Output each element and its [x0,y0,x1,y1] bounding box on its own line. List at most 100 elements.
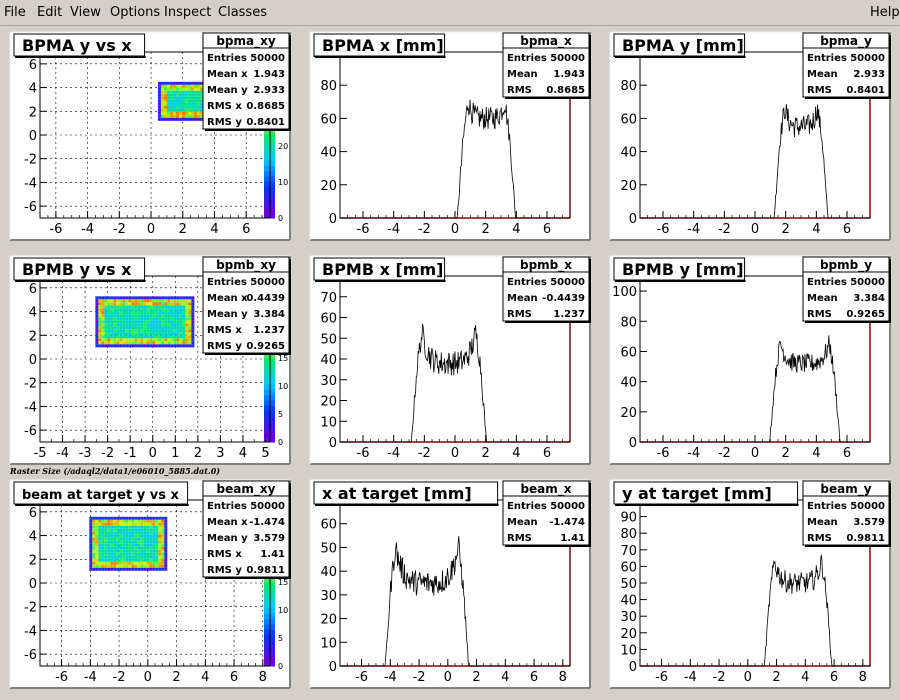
heatmap-cell [95,317,99,321]
heatmap-cell [146,516,150,520]
heatmap-cell [155,543,159,547]
heatmap-cell [101,546,105,550]
stats-label: Entries [807,277,847,288]
heatmap-cell [122,320,126,324]
heatmap-cell [161,546,165,550]
heatmap-cell [107,525,111,529]
stats-value: 0.8685 [546,85,585,96]
stats-value: 3.579 [253,533,285,544]
heatmap-cell [152,317,156,321]
heatmap-cell [110,317,114,321]
y-tick-label: 2 [29,553,37,568]
heatmap-cell [128,561,132,565]
heatmap-cell [173,329,177,333]
heatmap-cell [116,546,120,550]
y-tick-label: 80 [320,79,337,94]
heatmap-cell [161,567,165,571]
heatmap-cell [175,84,179,88]
heatmap-cell [146,567,150,571]
heatmap-cell [172,117,176,121]
heatmap-cell [182,302,186,306]
heatmap-cell [125,534,129,538]
x-tick-label: 0 [751,222,759,237]
heatmap-cell [116,305,120,309]
heatmap-cell [110,314,114,318]
menu-classes[interactable]: Classes [218,5,267,20]
heatmap-cell [164,522,168,526]
heatmap-cell [110,522,114,526]
heatmap-cell [137,308,141,312]
stats-value: 0.9265 [246,341,285,352]
plot-pad-3[interactable]: -6-4-20246020406080100BPMA y [mm]bpma_yE… [609,31,891,241]
heatmap-cell [199,96,203,100]
heatmap-cell [185,323,189,327]
heatmap-cell [116,528,120,532]
heatmap-cell [158,540,162,544]
heatmap-cell [146,344,150,348]
heatmap-cell [169,105,173,109]
heatmap-cell [143,549,147,553]
x-tick-label: 0 [751,446,759,461]
heatmap-cell [92,534,96,538]
stats-name: bpmb_x [520,258,572,273]
stats-label: Entries [207,277,247,288]
heatmap-cell [113,335,117,339]
heatmap-cell [119,531,123,535]
heatmap-cell [110,302,114,306]
heatmap-cell [167,344,171,348]
menu-inspect[interactable]: Inspect [164,5,212,20]
heatmap-cell [152,308,156,312]
heatmap-cell [191,323,195,327]
heatmap-cell [193,108,197,112]
heatmap-cell [173,332,177,336]
heatmap-cell [158,561,162,565]
heatmap-cell [188,335,192,339]
heatmap-cell [137,546,141,550]
stats-value: 0.8685 [246,101,285,112]
heatmap-cell [163,93,167,97]
heatmap-cell [128,534,132,538]
heatmap-cell [185,302,189,306]
heatmap-cell [125,561,129,565]
y-tick-label: 0 [29,353,37,368]
heatmap-cell [134,549,138,553]
stats-name: bpma_x [520,34,572,49]
heatmap-cell [119,338,123,342]
heatmap-cell [155,323,159,327]
menu-file[interactable]: File [4,5,26,20]
heatmap-cell [134,525,138,529]
heatmap-cell [173,314,177,318]
heatmap-cell [137,332,141,336]
menu-options[interactable]: Options [110,5,161,20]
heatmap-cell [134,320,138,324]
heatmap-cell [161,326,165,330]
heatmap-cell [161,329,165,333]
heatmap-cell [98,314,102,318]
heatmap-cell [116,344,120,348]
heatmap-cell [152,528,156,532]
heatmap-cell [199,111,203,115]
plot-pad-5[interactable]: -6-4-2024601020304050607080BPMB x [mm]bp… [309,255,591,465]
menu-help[interactable]: Help [870,5,900,20]
heatmap-cell [137,317,141,321]
heatmap-cell [199,102,203,106]
plot-pad-2[interactable]: -6-4-20246020406080100BPMA x [mm]bpma_xE… [309,31,591,241]
heatmap-cell [149,296,153,300]
menu-edit[interactable]: Edit [37,5,63,20]
heatmap-cell [166,111,170,115]
heatmap-cell [116,525,120,529]
heatmap-cell [175,111,179,115]
plot-pad-8[interactable]: -6-4-202468010203040506070x at target [m… [309,479,591,689]
plot-title: BPMA x [mm] [322,36,444,55]
heatmap-cell [134,305,138,309]
stats-name: bpmb_xy [216,258,276,273]
heatmap-cell [161,335,165,339]
menu-view[interactable]: View [70,5,101,20]
